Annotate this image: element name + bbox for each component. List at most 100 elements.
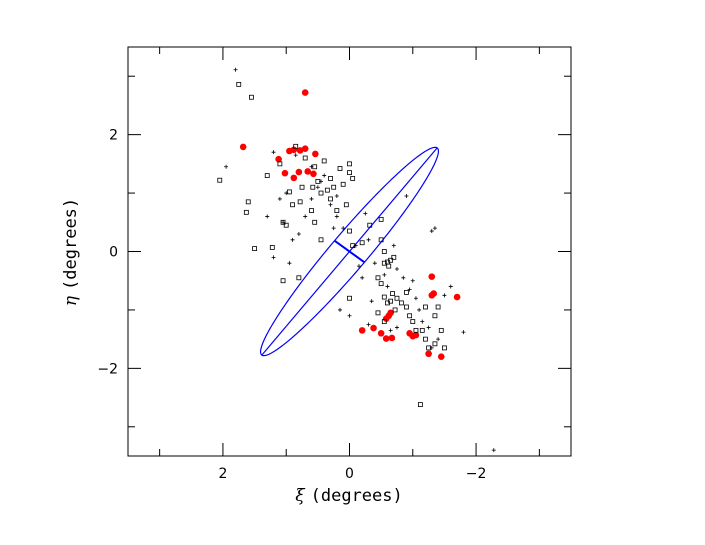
plus-point	[284, 191, 289, 196]
open-square-point	[390, 291, 395, 296]
plus-point	[429, 229, 434, 234]
plus-point	[407, 287, 412, 292]
open-square-point	[359, 240, 365, 246]
open-square-point	[249, 94, 254, 100]
open-square-point	[404, 304, 409, 310]
open-square-point	[392, 307, 398, 313]
plus-point	[448, 284, 453, 289]
plus-point	[328, 202, 333, 207]
plus-point	[420, 319, 425, 324]
plus-point	[293, 153, 298, 158]
open-square-point	[378, 281, 384, 287]
plus-point	[309, 164, 314, 169]
y-tick-label: 2	[109, 128, 118, 144]
open-square-point	[340, 181, 346, 187]
open-square-point	[334, 208, 340, 214]
open-square-point	[318, 237, 324, 243]
plus-point	[271, 150, 276, 155]
open-square-point	[432, 341, 438, 347]
plus-point	[319, 179, 324, 184]
x-axis-symbol: ξ	[295, 486, 306, 506]
open-square-point	[236, 81, 242, 87]
open-square-point	[299, 184, 305, 190]
plus-point	[391, 243, 396, 248]
filled-circle-point	[281, 169, 289, 177]
plus-point	[429, 345, 434, 350]
plus-point	[360, 275, 365, 280]
open-square-point	[388, 298, 394, 304]
tick-labels: 2 0 −2 2 0 −2	[97, 128, 486, 482]
ellipse-minor-axis	[333, 239, 366, 264]
plus-point	[432, 226, 437, 231]
open-square-point	[347, 170, 352, 176]
open-square-point	[217, 177, 223, 183]
open-square-point	[245, 199, 251, 205]
open-square-point	[283, 222, 289, 228]
open-square-point	[407, 313, 413, 319]
open-square-point	[328, 196, 333, 202]
open-square-point	[394, 295, 400, 301]
plus-point	[410, 278, 415, 283]
plus-point	[281, 220, 286, 225]
open-square-point	[347, 295, 352, 301]
open-square-point	[435, 304, 441, 310]
plus-point	[271, 255, 276, 260]
filled-circle-point	[388, 334, 396, 342]
plus-point	[338, 307, 343, 312]
open-square-point	[442, 345, 447, 351]
plus-point	[331, 226, 336, 231]
y-tick-label: −2	[97, 361, 118, 377]
filled-circle-point	[412, 331, 420, 339]
plus-point	[334, 193, 339, 198]
open-square-point	[343, 202, 349, 208]
open-square-point	[388, 257, 394, 263]
y-tick-label: 0	[109, 245, 118, 261]
open-square-point	[367, 222, 373, 228]
plus-point	[394, 267, 399, 272]
open-square-point	[312, 219, 318, 225]
open-square-point	[350, 176, 356, 181]
open-square-point	[438, 327, 444, 333]
open-square-point	[328, 176, 333, 181]
open-square-point	[381, 319, 387, 325]
plus-point	[277, 196, 282, 201]
plus-point	[334, 214, 339, 219]
open-square-point	[432, 313, 438, 319]
filled-circle-point	[301, 145, 309, 152]
filled-circle-point	[437, 353, 445, 360]
open-square-point	[410, 319, 416, 325]
plus-point	[382, 272, 387, 277]
open-square-point	[375, 275, 381, 281]
filled-circle-point	[387, 309, 394, 317]
axis-ticks	[128, 47, 571, 456]
plus-point	[426, 325, 431, 330]
open-square-point	[391, 254, 397, 260]
plus-point	[224, 164, 229, 169]
plus-point	[436, 337, 441, 342]
open-square-point	[413, 327, 419, 333]
plus-point	[315, 185, 320, 190]
plus-point	[417, 307, 422, 312]
open-square-point	[302, 155, 308, 161]
open-square-point	[297, 199, 303, 205]
filled-circle-point	[382, 335, 390, 342]
open-square-point	[386, 263, 392, 269]
x-axis-label: ξ (degrees)	[295, 486, 403, 506]
open-square-point	[321, 158, 327, 164]
filled-circle-point	[275, 155, 282, 163]
y-axis-label: η (degrees)	[61, 198, 81, 306]
plus-point	[404, 193, 409, 198]
x-tick-label: −2	[466, 466, 487, 482]
open-square-point	[277, 161, 283, 167]
data-points	[217, 67, 496, 453]
filled-circle-point	[425, 350, 432, 358]
filled-circle-point	[304, 168, 312, 175]
open-square-point	[293, 143, 299, 149]
x-tick-label: 0	[345, 466, 354, 482]
plus-point	[290, 237, 295, 242]
open-square-point	[381, 249, 387, 254]
x-axis-unit: (degrees)	[311, 486, 403, 506]
filled-circle-point	[358, 327, 366, 334]
plus-point	[442, 293, 447, 298]
